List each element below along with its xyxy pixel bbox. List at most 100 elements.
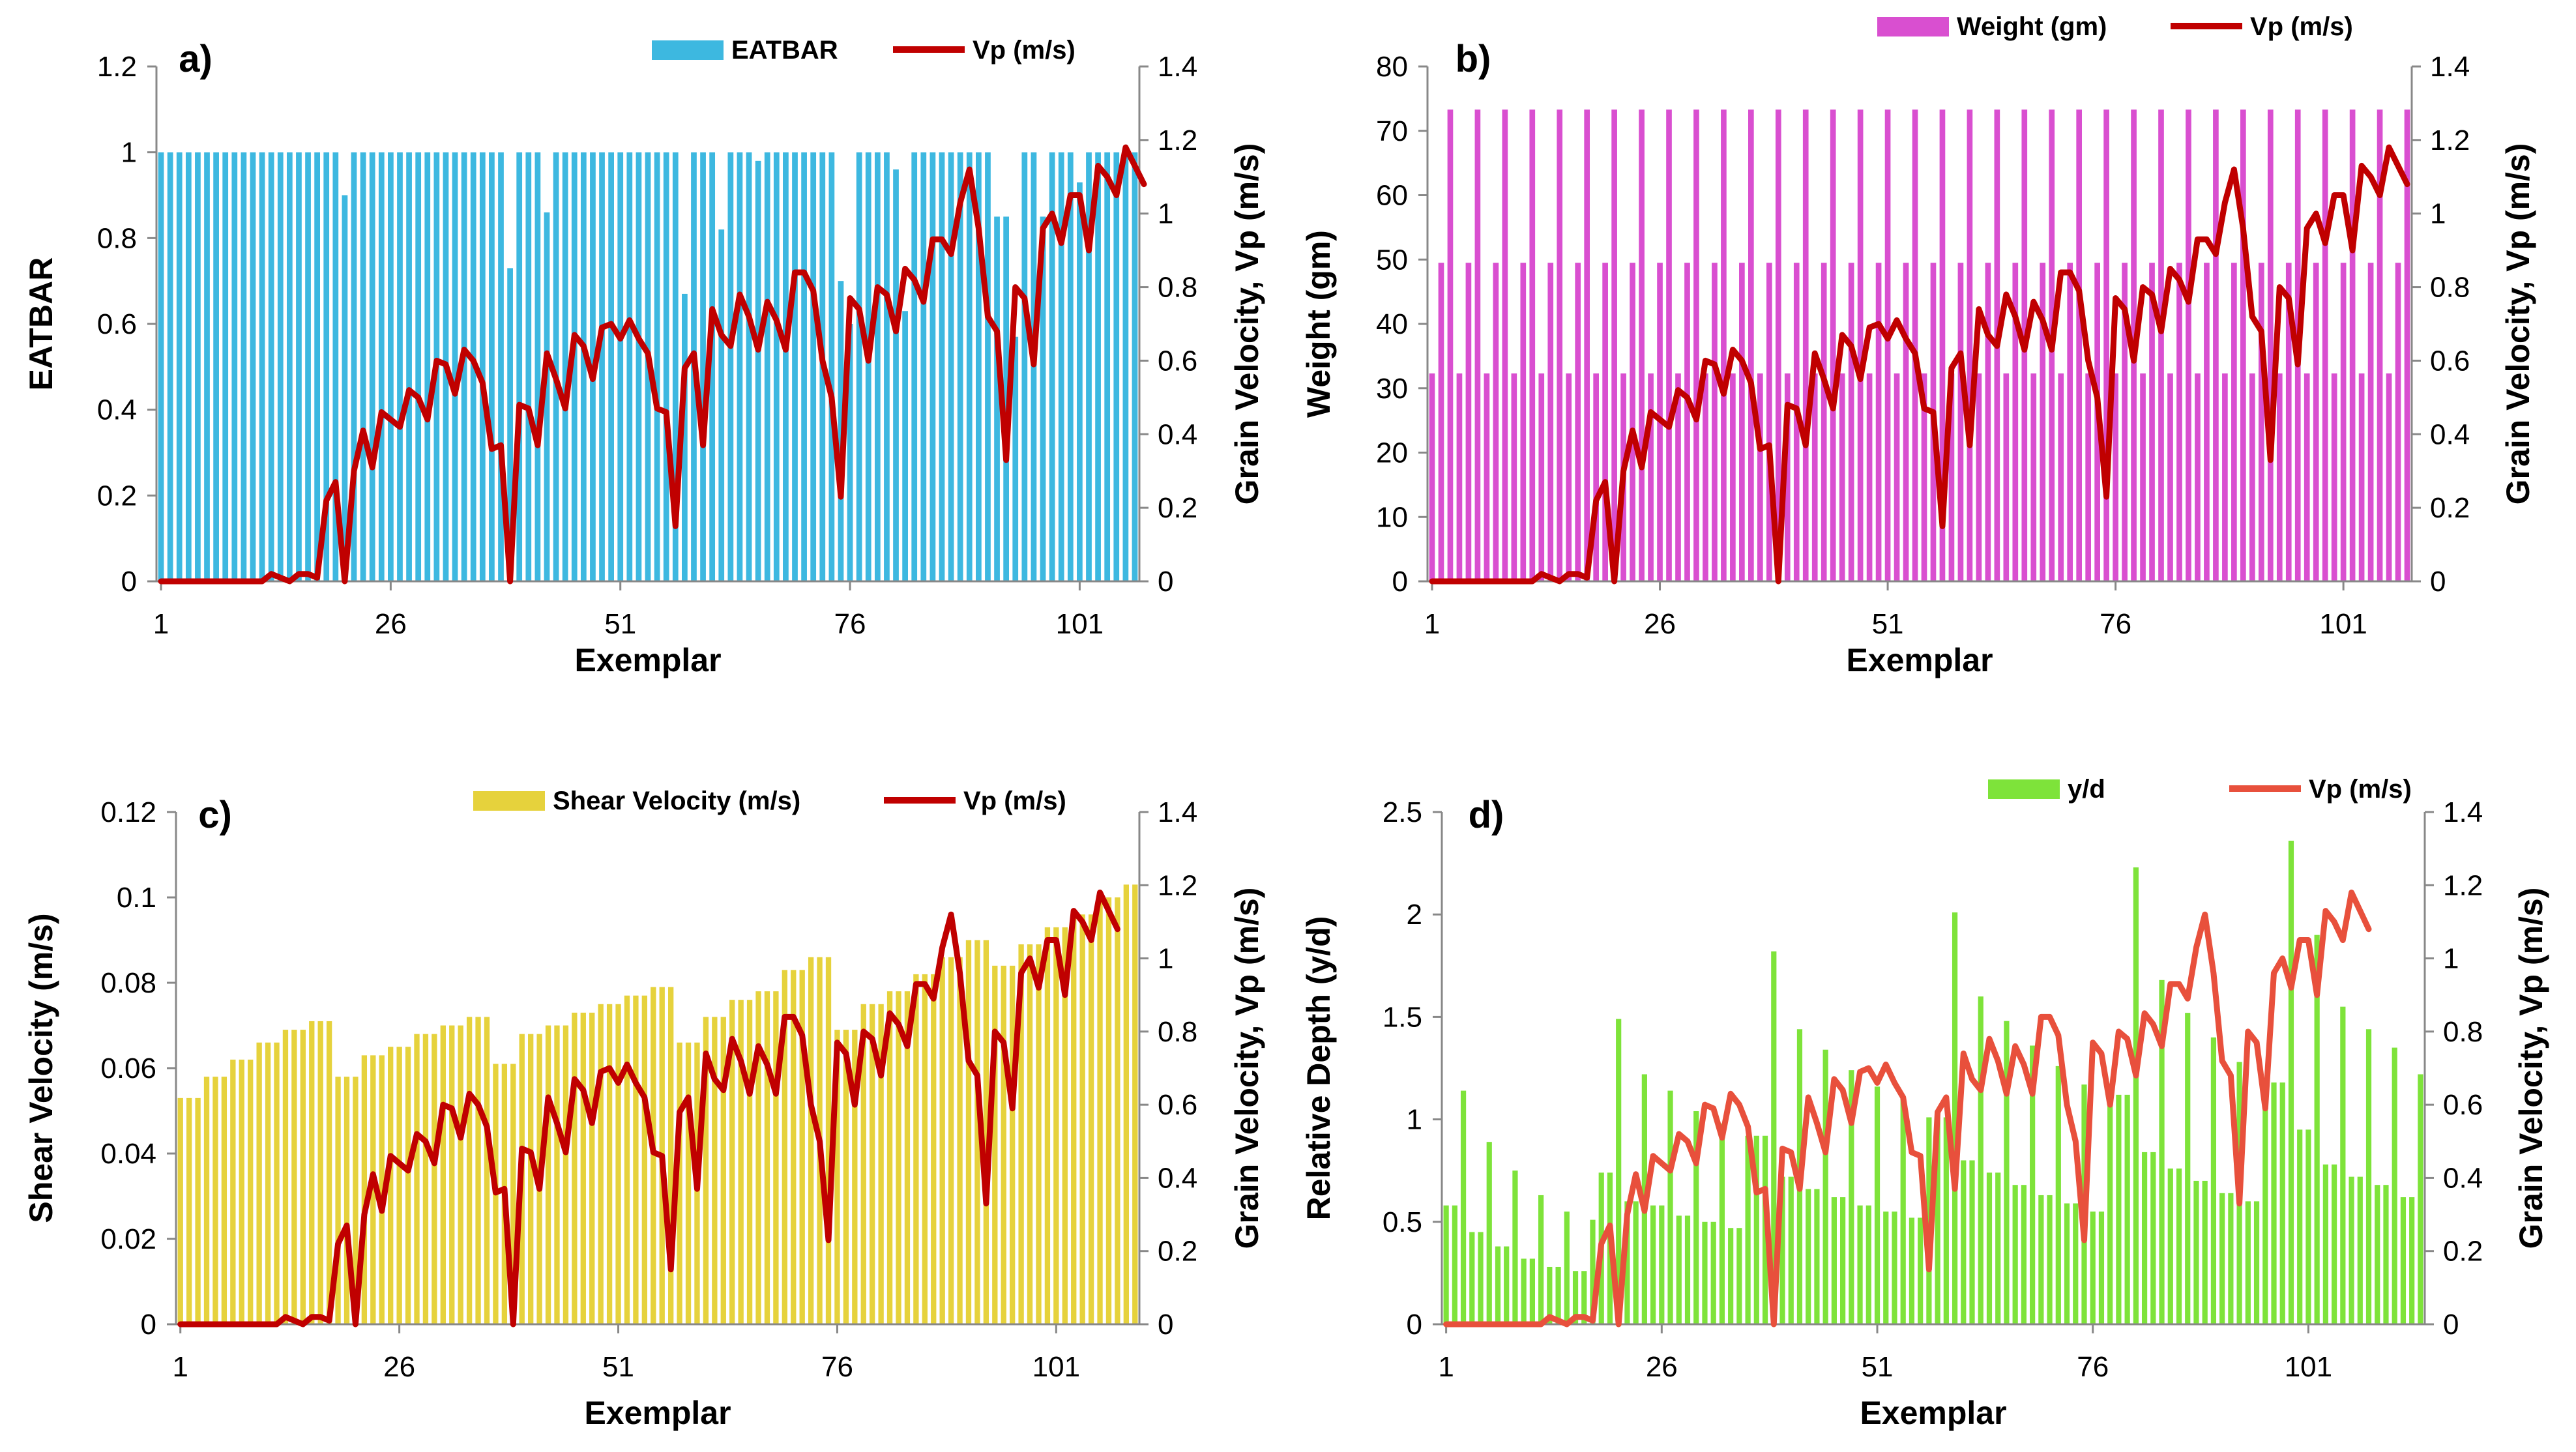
bar xyxy=(449,1025,455,1324)
bar xyxy=(1132,152,1138,581)
bar xyxy=(1939,109,1946,582)
bar xyxy=(274,1042,280,1324)
legend-label-line: Vp (m/s) xyxy=(973,36,1076,65)
bar xyxy=(1986,1172,1993,1324)
bar xyxy=(1684,263,1690,581)
bar xyxy=(966,152,973,581)
y-left-tick-label: 1 xyxy=(1407,1104,1422,1136)
y-left-tick-label: 30 xyxy=(1376,373,1408,405)
bar xyxy=(624,995,630,1324)
bar xyxy=(2076,109,2083,582)
bar xyxy=(856,152,862,581)
legend-swatch-bar xyxy=(1877,17,1949,36)
bar xyxy=(326,1021,332,1324)
bar xyxy=(2176,263,2182,581)
bar xyxy=(746,152,752,581)
bar xyxy=(406,152,412,581)
bar xyxy=(948,152,954,581)
bar xyxy=(2047,1195,2053,1324)
x-tick-label: 101 xyxy=(2285,1351,2332,1383)
y-right-tick-label: 1.2 xyxy=(2430,124,2470,156)
bar xyxy=(231,152,238,581)
bar xyxy=(507,268,513,581)
bar xyxy=(2210,1037,2217,1324)
y-right-tick-label: 0.8 xyxy=(1158,272,1197,304)
y-axis-left-label: Shear Velocity (m/s) xyxy=(23,913,59,1223)
y-left-tick-label: 50 xyxy=(1376,244,1408,276)
bar xyxy=(300,1030,306,1324)
series-line-vp xyxy=(158,144,1147,585)
y-right-tick-label: 1.4 xyxy=(1158,51,1197,83)
x-tick-label: 51 xyxy=(1862,1351,1894,1383)
bar xyxy=(361,1055,368,1324)
bar xyxy=(1840,1197,1846,1324)
x-tick-label: 51 xyxy=(602,1351,634,1383)
bar xyxy=(1001,965,1006,1324)
x-tick-label: 1 xyxy=(1438,1351,1454,1383)
bar xyxy=(1486,1142,1492,1324)
bar xyxy=(957,152,963,581)
bar xyxy=(2167,1169,2173,1324)
bar xyxy=(948,957,954,1324)
bar xyxy=(1474,109,1481,582)
bar xyxy=(1071,914,1077,1324)
bar xyxy=(186,1097,192,1324)
bar xyxy=(440,1025,446,1324)
bar xyxy=(677,1042,682,1324)
x-tick-label: 51 xyxy=(1872,608,1904,640)
bar xyxy=(204,152,210,581)
x-axis-label: Exemplar xyxy=(574,642,721,678)
bar xyxy=(729,1000,735,1324)
bar xyxy=(1088,914,1094,1324)
chart-panel-a: 0 0.2 0.4 0.6 0.8 1 1.2 0 0.2 0.4 0.6 0.8 1 1.2 1.4 1 26… xyxy=(23,36,1265,678)
bar xyxy=(2186,109,2191,582)
y-right-tick-label: 1.4 xyxy=(1158,796,1197,828)
bar xyxy=(1985,263,1991,581)
bar xyxy=(886,991,893,1324)
bar xyxy=(1693,109,1699,582)
bar xyxy=(783,152,789,581)
bar xyxy=(1739,263,1745,581)
y-right-tick-label: 0 xyxy=(1158,566,1173,598)
bar xyxy=(2185,1013,2191,1324)
bar xyxy=(904,991,911,1324)
y-right-tick-label: 0.8 xyxy=(2430,272,2470,304)
bar xyxy=(1978,996,1983,1324)
bar xyxy=(484,1017,490,1324)
bar xyxy=(2340,1006,2346,1324)
chart-panel-b: 0 10 20 30 40 50 60 70 80 0 0.2 0.4 0.6 0.8 1 1.2 1.4 1 26… xyxy=(1300,12,2536,678)
bar xyxy=(663,152,669,581)
bar xyxy=(2222,373,2228,581)
y-left-tick-label: 0.5 xyxy=(1383,1206,1422,1238)
bar xyxy=(1590,1219,1596,1324)
bar xyxy=(1702,1221,1708,1324)
bar xyxy=(2098,1212,2105,1324)
bar xyxy=(2085,373,2091,581)
bar xyxy=(1719,1123,1725,1324)
bar xyxy=(2202,1180,2208,1324)
bar xyxy=(2149,263,2155,581)
bar xyxy=(323,152,330,581)
bar xyxy=(2141,1152,2148,1324)
bar xyxy=(1952,912,1958,1324)
bar xyxy=(185,152,192,581)
bar xyxy=(606,1004,613,1324)
bar xyxy=(828,152,835,581)
bar xyxy=(685,1042,692,1324)
bar xyxy=(2332,1164,2337,1324)
bar xyxy=(599,152,605,581)
bar xyxy=(1775,109,1781,582)
bar xyxy=(2219,1193,2225,1324)
bar xyxy=(1957,263,1964,581)
y-right-tick-label: 0.2 xyxy=(2430,492,2470,524)
bar xyxy=(641,995,648,1324)
bar xyxy=(378,152,385,581)
y-left-tick-label: 1 xyxy=(121,137,137,169)
bar xyxy=(212,1077,218,1324)
bar xyxy=(1529,1258,1535,1324)
bar xyxy=(388,152,394,581)
bar xyxy=(1036,944,1042,1324)
y-right-tick-label: 1.2 xyxy=(1158,869,1197,901)
y-left-tick-label: 0 xyxy=(121,566,137,598)
bar xyxy=(370,1055,376,1324)
